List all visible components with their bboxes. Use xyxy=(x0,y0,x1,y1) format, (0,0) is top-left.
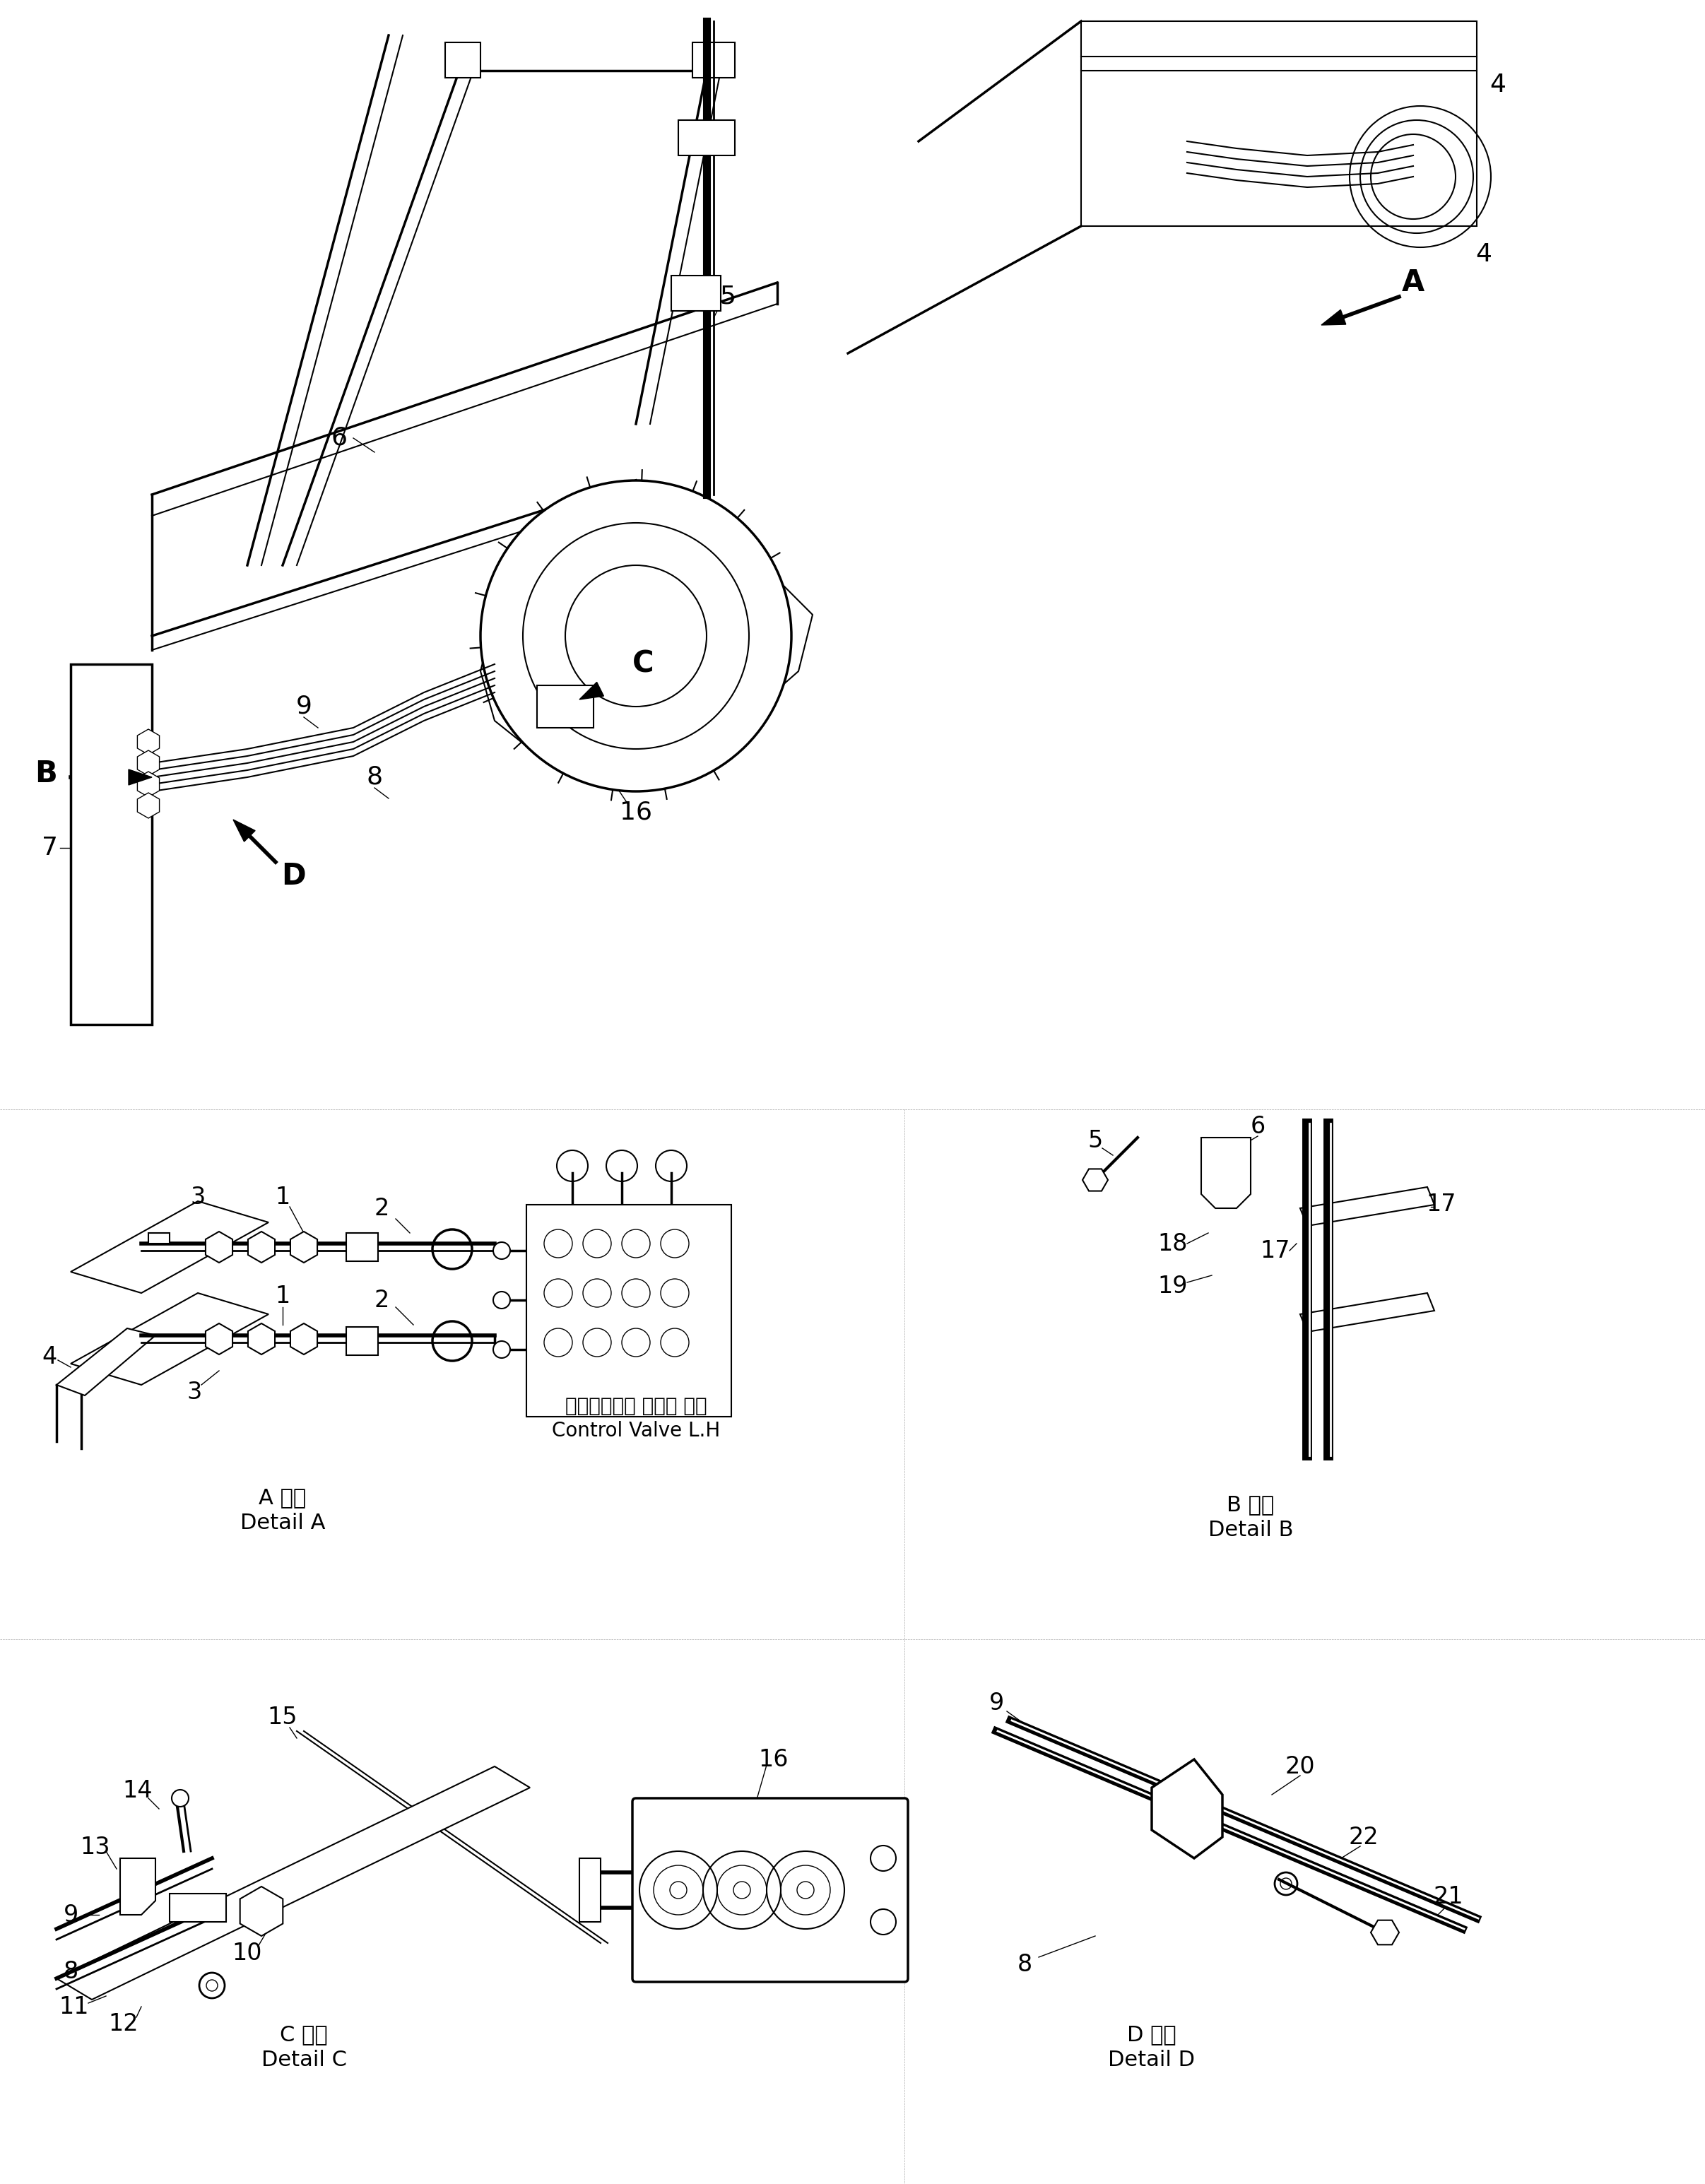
Text: D 詳細: D 詳細 xyxy=(1127,2025,1176,2044)
Text: 19: 19 xyxy=(1158,1273,1188,1297)
Polygon shape xyxy=(445,41,481,79)
Text: 8: 8 xyxy=(1018,1952,1032,1977)
Polygon shape xyxy=(56,1767,530,2001)
Text: 13: 13 xyxy=(80,1837,111,1859)
Text: Detail A: Detail A xyxy=(240,1511,326,1533)
Text: 9: 9 xyxy=(63,1902,78,1926)
Text: 16: 16 xyxy=(619,802,653,826)
Polygon shape xyxy=(1153,1760,1222,1859)
Text: 22: 22 xyxy=(1349,1826,1379,1848)
Polygon shape xyxy=(70,1293,268,1385)
Polygon shape xyxy=(138,751,159,775)
Text: 10: 10 xyxy=(232,1942,263,1966)
Text: 9: 9 xyxy=(989,1690,1004,1714)
Text: 4: 4 xyxy=(43,1345,56,1367)
FancyBboxPatch shape xyxy=(537,686,593,727)
Polygon shape xyxy=(138,771,159,797)
Polygon shape xyxy=(70,664,152,1024)
Polygon shape xyxy=(692,41,735,79)
Text: 17: 17 xyxy=(1427,1192,1456,1216)
Text: 5: 5 xyxy=(720,284,737,308)
Text: 2: 2 xyxy=(373,1289,389,1313)
Polygon shape xyxy=(290,1232,317,1262)
FancyBboxPatch shape xyxy=(633,1797,909,1981)
Text: D: D xyxy=(281,860,305,891)
FancyBboxPatch shape xyxy=(346,1234,379,1260)
Polygon shape xyxy=(247,1232,275,1262)
Text: 4: 4 xyxy=(1477,242,1492,266)
Text: 5: 5 xyxy=(1088,1129,1103,1153)
Text: Detail C: Detail C xyxy=(261,2049,346,2070)
Polygon shape xyxy=(1321,310,1345,325)
Polygon shape xyxy=(1202,1138,1251,1208)
FancyBboxPatch shape xyxy=(169,1894,227,1922)
Polygon shape xyxy=(234,819,256,841)
Text: 16: 16 xyxy=(759,1747,789,1771)
Text: A 詳細: A 詳細 xyxy=(259,1487,307,1509)
Text: 2: 2 xyxy=(373,1197,389,1221)
Circle shape xyxy=(172,1789,189,1806)
Polygon shape xyxy=(580,681,604,699)
Polygon shape xyxy=(1301,1188,1434,1225)
Text: 4: 4 xyxy=(1490,72,1506,96)
Text: C 詳細: C 詳細 xyxy=(280,2025,327,2044)
Polygon shape xyxy=(1301,1293,1434,1332)
FancyBboxPatch shape xyxy=(672,275,721,310)
Text: 9: 9 xyxy=(295,695,312,719)
Text: 14: 14 xyxy=(123,1780,153,1802)
Text: コントロール バルブ 左側: コントロール バルブ 左側 xyxy=(564,1396,708,1415)
Circle shape xyxy=(493,1341,510,1358)
FancyBboxPatch shape xyxy=(346,1328,379,1356)
Polygon shape xyxy=(206,1324,232,1354)
Polygon shape xyxy=(70,1201,268,1293)
Circle shape xyxy=(493,1243,510,1260)
Text: 15: 15 xyxy=(268,1706,298,1728)
Polygon shape xyxy=(240,1887,283,1935)
Text: B 詳細: B 詳細 xyxy=(1228,1494,1274,1516)
FancyBboxPatch shape xyxy=(527,1206,731,1417)
Circle shape xyxy=(481,480,791,791)
Polygon shape xyxy=(138,793,159,819)
Text: 1: 1 xyxy=(275,1186,290,1210)
Polygon shape xyxy=(1371,1920,1400,1944)
Text: 8: 8 xyxy=(367,764,382,788)
Polygon shape xyxy=(206,1232,232,1262)
Text: 12: 12 xyxy=(109,2014,138,2035)
Text: 7: 7 xyxy=(41,836,58,860)
Polygon shape xyxy=(290,1324,317,1354)
FancyBboxPatch shape xyxy=(580,1859,600,1922)
Text: Control Valve L.H: Control Valve L.H xyxy=(552,1422,720,1441)
Polygon shape xyxy=(119,1859,155,1915)
Text: 6: 6 xyxy=(1250,1116,1265,1138)
Polygon shape xyxy=(56,1328,155,1396)
Text: C: C xyxy=(633,649,653,679)
FancyBboxPatch shape xyxy=(679,120,735,155)
Text: A: A xyxy=(1402,269,1425,297)
Polygon shape xyxy=(1083,1168,1108,1190)
Polygon shape xyxy=(138,729,159,756)
Text: 1: 1 xyxy=(275,1284,290,1308)
Text: 18: 18 xyxy=(1158,1232,1188,1256)
Text: 3: 3 xyxy=(188,1380,201,1404)
Polygon shape xyxy=(247,1324,275,1354)
Text: 20: 20 xyxy=(1286,1754,1315,1778)
Text: 21: 21 xyxy=(1434,1885,1463,1909)
Text: 3: 3 xyxy=(191,1186,205,1210)
Text: 6: 6 xyxy=(331,426,348,450)
Circle shape xyxy=(523,522,748,749)
Text: B: B xyxy=(34,758,58,788)
Text: 17: 17 xyxy=(1260,1238,1291,1262)
Text: Detail D: Detail D xyxy=(1108,2049,1195,2070)
Circle shape xyxy=(493,1291,510,1308)
Polygon shape xyxy=(128,769,152,784)
Polygon shape xyxy=(148,1234,169,1243)
Text: 8: 8 xyxy=(63,1959,78,1983)
Text: 11: 11 xyxy=(60,1994,89,2018)
Text: Detail B: Detail B xyxy=(1209,1520,1292,1540)
